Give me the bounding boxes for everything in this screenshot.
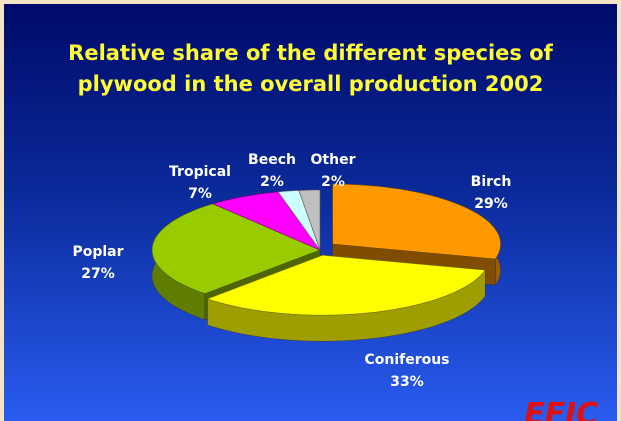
pie-slice — [298, 189, 321, 251]
pie-slice — [332, 183, 501, 260]
chart-title: Relative share of the different species … — [68, 41, 553, 96]
pie-slice — [151, 203, 321, 295]
value-label: 7% — [188, 186, 212, 202]
slice-label: Beech — [248, 152, 296, 168]
slice-label: Birch — [471, 174, 512, 190]
chart: Birch 29% Coniferous 33% Poplar 27% Tropical 7%… — [72, 152, 598, 421]
value-label: 2% — [260, 174, 284, 190]
logo: EFIC — [524, 397, 598, 421]
slice-label: Other — [311, 152, 356, 168]
slice-label: Coniferous — [364, 352, 449, 368]
pie-slice — [211, 191, 321, 251]
pie-tops — [151, 183, 501, 316]
value-label: 2% — [321, 174, 345, 190]
value-label: 33% — [390, 374, 424, 390]
value-label: 29% — [474, 196, 508, 212]
pie-slice — [206, 254, 486, 316]
labels: Birch 29% Coniferous 33% Poplar 27% Tropical 7%… — [72, 152, 511, 390]
slice-label: Poplar — [72, 244, 123, 260]
slice-label: Tropical — [169, 164, 231, 180]
value-label: 27% — [81, 266, 115, 282]
